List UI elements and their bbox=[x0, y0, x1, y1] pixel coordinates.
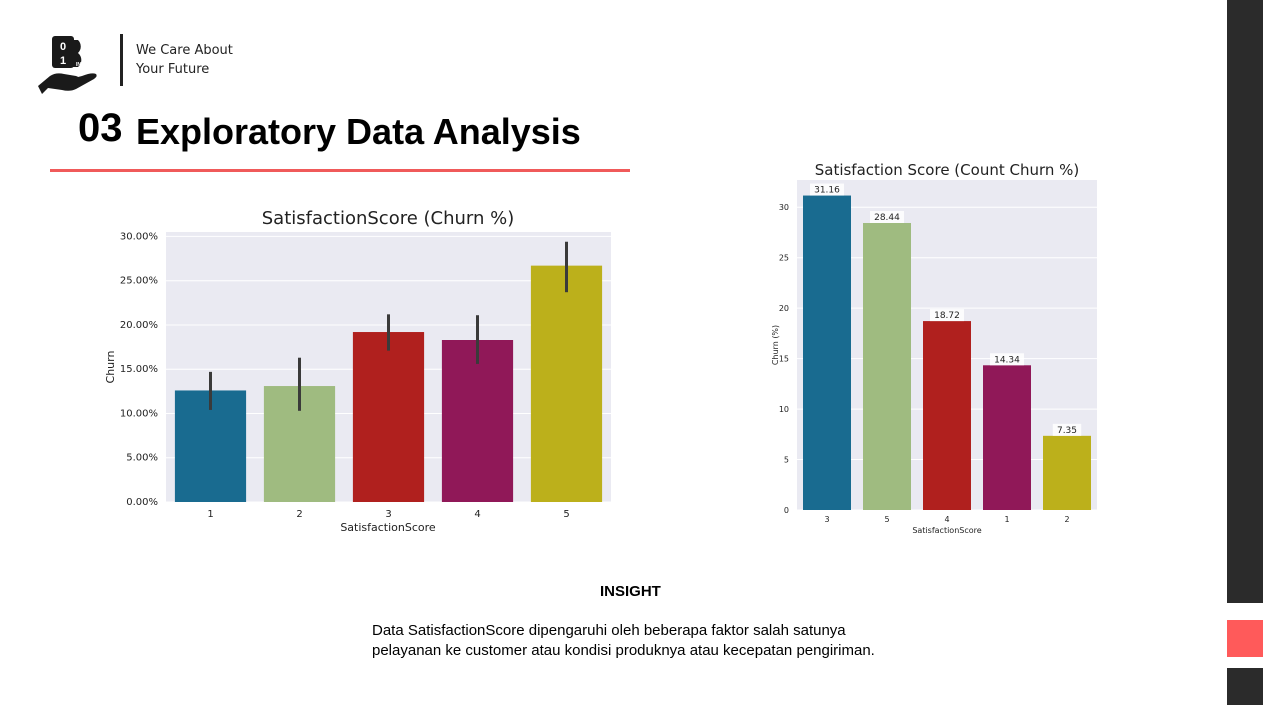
chart1-title: SatisfactionScore (Churn %) bbox=[262, 208, 515, 229]
y-tick-label: 30 bbox=[779, 203, 789, 212]
x-tick-label: 4 bbox=[474, 509, 480, 520]
bar-5 bbox=[530, 265, 603, 502]
y-tick-label: 15.00% bbox=[120, 364, 158, 375]
chart2-bars bbox=[803, 195, 1091, 510]
y-tick-label: 0 bbox=[784, 506, 789, 515]
tagline: We Care About Your Future bbox=[136, 41, 233, 79]
title-underline bbox=[50, 169, 630, 172]
x-tick-label: 3 bbox=[385, 509, 391, 520]
company-logo: 0 1 IND bbox=[38, 36, 97, 94]
data-label: 7.35 bbox=[1057, 426, 1077, 436]
data-label-bg bbox=[870, 210, 904, 223]
chart1-ylabel: Churn bbox=[104, 351, 117, 384]
chart2-ylabel: Churn (%) bbox=[771, 325, 780, 365]
bar-1 bbox=[983, 365, 1031, 510]
tagline-line-2: Your Future bbox=[136, 62, 210, 77]
x-tick-label: 2 bbox=[1064, 515, 1069, 524]
y-tick-label: 20 bbox=[779, 304, 789, 313]
data-label-bg bbox=[990, 353, 1024, 366]
tagline-line-1: We Care About bbox=[136, 43, 233, 58]
bar-5 bbox=[863, 222, 911, 510]
bar-4 bbox=[441, 340, 514, 502]
chart1-y-ticks: 0.00% 5.00% 10.00% 15.00% 20.00% 25.00% 30.00% bbox=[120, 231, 158, 508]
x-tick-label: 3 bbox=[824, 515, 829, 524]
insight-body: Data SatisfactionScore dipengaruhi oleh … bbox=[372, 622, 875, 659]
logo-digit-0: 0 bbox=[60, 41, 66, 53]
data-label: 18.72 bbox=[934, 311, 960, 321]
bar-3 bbox=[352, 332, 425, 502]
data-label: 31.16 bbox=[814, 186, 840, 196]
chart1-x-ticks: 1 2 3 4 5 bbox=[207, 509, 569, 520]
y-tick-label: 25.00% bbox=[120, 276, 158, 287]
data-label-bg bbox=[1052, 423, 1082, 436]
sidebar-dark-bar bbox=[1227, 0, 1263, 603]
page-title: Exploratory Data Analysis bbox=[136, 111, 581, 152]
chart1-xlabel: SatisfactionScore bbox=[340, 521, 436, 534]
chart1-error-bars bbox=[209, 241, 568, 411]
x-tick-label: 5 bbox=[563, 509, 569, 520]
sidebar-red-block bbox=[1227, 620, 1263, 657]
y-tick-label: 15 bbox=[779, 355, 789, 364]
satisfaction-churn-chart: SatisfactionScore (Churn %) 0.00%5.00%10… bbox=[104, 208, 611, 534]
y-tick-label: 20.00% bbox=[120, 320, 158, 331]
chart2-xlabel: SatisfactionScore bbox=[912, 526, 981, 535]
satisfaction-count-churn-chart: Satisfaction Score (Count Churn %) 0 5 10 1… bbox=[771, 161, 1097, 535]
data-label: 28.44 bbox=[874, 213, 900, 223]
logo-digit-1: 1 bbox=[60, 55, 66, 67]
x-tick-label: 1 bbox=[1004, 515, 1009, 524]
section-number: 03 bbox=[78, 106, 123, 150]
x-tick-label: 5 bbox=[884, 515, 889, 524]
y-tick-label: 25 bbox=[779, 254, 789, 263]
y-tick-label: 5.00% bbox=[126, 453, 158, 464]
logo-suffix: IND bbox=[76, 62, 85, 68]
chart2-x-ticks: 3 5 4 1 2 bbox=[824, 515, 1069, 524]
y-tick-label: 10 bbox=[779, 405, 789, 414]
x-tick-label: 1 bbox=[207, 509, 213, 520]
sidebar-dark-block bbox=[1227, 668, 1263, 705]
hand-icon bbox=[38, 73, 97, 94]
y-tick-label: 10.00% bbox=[120, 408, 158, 419]
bar-2 bbox=[1043, 435, 1091, 510]
data-label: 14.34 bbox=[994, 355, 1020, 365]
y-tick-label: 30.00% bbox=[120, 231, 158, 242]
x-tick-label: 4 bbox=[944, 515, 949, 524]
chart2-data-labels: 31.16 28.44 18.72 14.34 7.35 bbox=[810, 183, 1082, 436]
y-tick-label: 0.00% bbox=[126, 497, 158, 508]
bar-4 bbox=[923, 321, 971, 510]
insight-title: INSIGHT bbox=[600, 583, 661, 600]
chart1-bars bbox=[174, 265, 603, 502]
data-label-bg bbox=[930, 309, 964, 322]
data-label-bg bbox=[810, 183, 844, 196]
chart2-y-ticks: 0 5 10 15 20 25 30 bbox=[779, 203, 789, 515]
header-divider bbox=[120, 34, 123, 86]
y-tick-label: 5 bbox=[784, 456, 789, 465]
x-tick-label: 2 bbox=[296, 509, 302, 520]
bar-3 bbox=[803, 195, 851, 510]
chart2-title: Satisfaction Score (Count Churn %) bbox=[815, 161, 1080, 179]
